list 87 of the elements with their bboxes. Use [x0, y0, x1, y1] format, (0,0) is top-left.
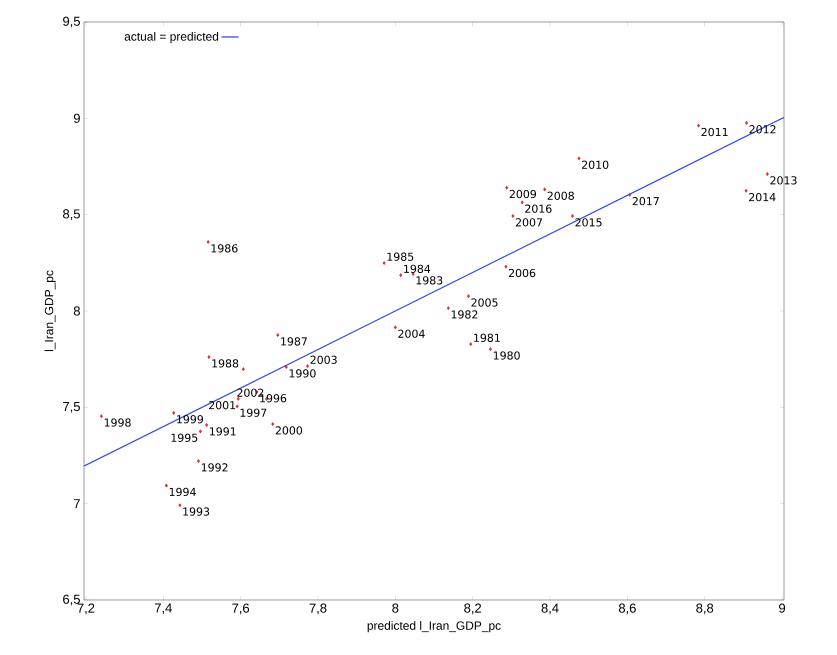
annotation: 1987	[281, 337, 307, 346]
point	[446, 306, 450, 310]
y-tick-label: 7	[74, 499, 80, 508]
point	[271, 422, 274, 426]
annotation: 2003	[310, 356, 337, 364]
annotation: 2008	[548, 192, 574, 200]
point	[178, 503, 182, 508]
point	[242, 367, 245, 372]
annotation: 1985	[388, 252, 414, 261]
annotation: 1984	[404, 264, 430, 273]
x-tick-label: 9	[779, 604, 786, 613]
point	[577, 156, 581, 160]
annotation: 2007	[516, 218, 542, 226]
point	[766, 172, 769, 176]
point	[306, 364, 310, 368]
annotation: 2013	[770, 176, 797, 184]
point	[696, 124, 700, 128]
annotation: 1992	[202, 463, 228, 472]
point	[399, 273, 402, 278]
annotation: 1999	[177, 415, 204, 424]
point	[236, 404, 239, 408]
annotation: 2017	[632, 197, 659, 206]
x-axis-title: predicted l_Iran_GDP_pc	[368, 621, 501, 632]
x-tick-label: 7,2	[78, 604, 94, 614]
annotation: 1997	[240, 408, 266, 417]
annotation: 1983	[416, 276, 442, 284]
annotation: 1982	[452, 310, 478, 319]
annotation: 2010	[582, 160, 608, 169]
legend-label: actual = predicted	[124, 32, 218, 44]
annotation: 1981	[474, 334, 500, 342]
annotation: 2016	[525, 204, 552, 213]
point	[504, 264, 508, 269]
x-tick-label: 7,4	[154, 604, 172, 614]
point	[206, 240, 210, 244]
point	[505, 186, 508, 190]
annotation: 2015	[575, 218, 602, 226]
point	[198, 429, 202, 434]
annotation: 1991	[210, 427, 236, 436]
point	[744, 188, 748, 193]
point	[196, 459, 200, 464]
x-tick-label: 7,6	[232, 604, 250, 614]
point	[100, 414, 103, 418]
y-tick-label: 8	[74, 306, 80, 316]
point	[543, 187, 546, 192]
y-tick-label: 8,5	[63, 209, 80, 220]
y-axis-title: l_Iran_GDP_pc	[44, 270, 56, 352]
annotation: 2009	[510, 190, 536, 198]
y-tick-label: 6,5	[63, 594, 80, 606]
annotation: 1998	[104, 418, 131, 427]
annotation: 1994	[170, 488, 196, 496]
annotation: 1990	[290, 369, 316, 378]
point	[511, 214, 514, 218]
point	[394, 325, 397, 330]
annotation: 1986	[212, 244, 238, 253]
point	[172, 410, 176, 415]
point	[570, 214, 574, 218]
annotation: 1995	[172, 434, 198, 442]
y-tick-label: 9	[74, 114, 80, 123]
annotation: 2004	[398, 330, 425, 338]
annotation: 2006	[508, 268, 536, 278]
point	[236, 396, 240, 401]
annotation: 2001	[209, 401, 236, 410]
annotation: 2005	[471, 298, 498, 307]
point	[382, 261, 386, 266]
point	[164, 484, 168, 488]
annotation: 2000	[276, 426, 302, 435]
x-tick-label: 8,8	[696, 604, 714, 614]
point	[205, 423, 208, 428]
point	[469, 342, 472, 346]
point	[276, 333, 280, 338]
point	[744, 120, 748, 125]
point	[207, 355, 210, 360]
annotation: 1980	[494, 351, 520, 360]
x-tick-label: 8	[392, 604, 398, 613]
annotation: 2011	[702, 128, 728, 136]
annotation: 1988	[212, 359, 238, 368]
point	[488, 347, 492, 352]
point	[520, 200, 524, 204]
x-tick-label: 8,4	[542, 604, 559, 614]
x-tick-label: 8,6	[618, 604, 636, 614]
point	[466, 294, 470, 298]
x-tick-label: 7,8	[310, 604, 326, 614]
annotation: 1993	[183, 507, 210, 516]
y-tick-label: 7,5	[63, 402, 80, 413]
x-tick-label: 8,2	[464, 604, 482, 614]
annotation: 2014	[749, 192, 776, 202]
y-tick-label: 9,5	[63, 16, 80, 28]
